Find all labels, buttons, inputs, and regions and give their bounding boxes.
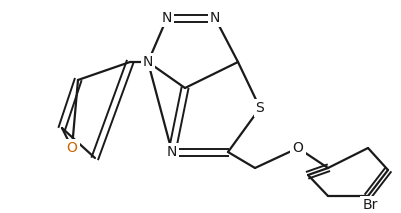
Text: N: N [143,55,153,69]
Text: N: N [167,145,177,159]
Text: S: S [255,101,264,115]
Text: N: N [162,11,172,25]
Text: Br: Br [363,198,378,212]
Text: O: O [67,141,77,155]
Text: N: N [210,11,220,25]
Text: O: O [293,141,304,155]
